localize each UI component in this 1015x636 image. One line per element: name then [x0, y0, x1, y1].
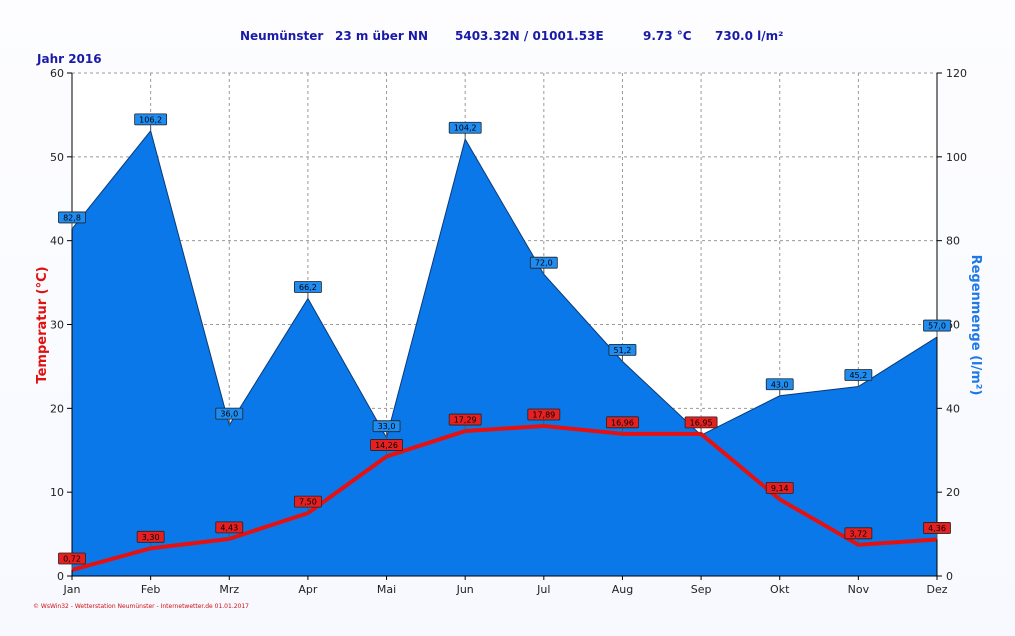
temp-value-label [215, 521, 244, 534]
temp-value-text: 4,36 [928, 524, 946, 533]
temp-value-label [58, 552, 86, 565]
y-right-tick-label: 20 [946, 486, 960, 499]
rain-value-text: 33,0 [378, 422, 396, 431]
x-tick-label: Sep [691, 583, 712, 596]
rain-value-text: 72,0 [535, 259, 553, 268]
temperature-line-path [71, 424, 938, 572]
y-left-label: Temperatur (°C) [35, 266, 50, 383]
x-tick-label: Nov [848, 583, 870, 596]
y-left-tick-label: 50 [50, 151, 64, 164]
temp-value-text: 3,72 [849, 529, 867, 538]
x-tick-label: Apr [298, 583, 318, 596]
y-left-tick-label: 30 [50, 319, 64, 332]
y-right-tick-label: 0 [946, 570, 953, 583]
x-tick-label: Jan [63, 583, 81, 596]
rain-value-label [765, 378, 794, 391]
mean-temperature: 9.73 °C [643, 29, 692, 43]
y-left-tick-label: 60 [50, 67, 64, 80]
footer-credit: © WsWin32 - Wetterstation Neumünster - I… [33, 603, 249, 610]
temperature-line [71, 424, 938, 572]
rain-value-label [134, 113, 168, 126]
temp-value-text: 14,26 [375, 441, 398, 450]
year-label: Jahr 2016 [36, 52, 102, 66]
rain-value-label [372, 420, 401, 433]
temp-value-label [294, 495, 322, 508]
y-right-tick-label: 120 [946, 67, 967, 80]
x-tick-label: Aug [612, 583, 633, 596]
rain-value-text: 106,2 [139, 115, 162, 124]
rain-value-label [58, 211, 86, 224]
temp-value-label [684, 416, 718, 429]
rain-value-label [608, 343, 637, 356]
y-left-tick-label: 40 [50, 235, 64, 248]
y-right-label: Regenmenge (l/m²) [968, 255, 983, 396]
temp-value-text: 9,14 [771, 484, 789, 493]
y-right-tick-label: 40 [946, 402, 960, 415]
rain-value-text: 43,0 [771, 380, 789, 389]
rain-value-text: 82,8 [63, 213, 81, 222]
rain-value-label [923, 319, 951, 332]
rain-value-text: 45,2 [849, 371, 867, 380]
temp-value-text: 17,89 [532, 411, 555, 420]
data-labels: 82,8 106,2 36,0 66,2 33,0 104,2 72,0 51,2 43,0 45… [58, 113, 951, 570]
temp-value-label [844, 527, 873, 540]
temp-value-text: 16,96 [611, 418, 634, 427]
x-tick-label: Jul [536, 583, 550, 596]
rain-value-text: 51,2 [614, 346, 632, 355]
temp-value-text: 16,95 [690, 418, 713, 427]
temp-value-label [136, 530, 165, 543]
station-altitude: 23 m über NN [335, 29, 428, 43]
temp-value-label [370, 439, 403, 451]
y-right-tick-label: 100 [946, 151, 967, 164]
y-left-tick-label: 20 [50, 402, 64, 415]
rain-value-text: 104,2 [454, 124, 477, 133]
rain-value-label [529, 256, 558, 269]
temp-value-text: 0,72 [63, 554, 81, 563]
rain-value-label [448, 121, 482, 134]
total-rainfall: 730.0 l/m² [715, 29, 783, 43]
x-tick-label: Mai [377, 583, 396, 596]
x-tick-label: Mrz [219, 583, 239, 596]
station-name: Neumünster [240, 29, 323, 43]
y-left-tick-label: 0 [57, 570, 64, 583]
temp-value-label [448, 413, 482, 426]
temp-value-text: 4,43 [220, 523, 238, 532]
rain-value-text: 66,2 [299, 283, 317, 292]
rain-value-label [844, 369, 873, 381]
x-tick-label: Okt [770, 583, 790, 596]
rain-value-label [294, 281, 322, 293]
rain-value-text: 36,0 [220, 410, 238, 419]
temp-value-label [765, 481, 794, 494]
temp-value-text: 7,50 [299, 498, 317, 507]
temp-value-label [606, 416, 639, 429]
station-coords: 5403.32N / 01001.53E [455, 29, 604, 43]
y-left-tick-label: 10 [50, 486, 64, 499]
x-tick-label: Feb [141, 583, 160, 596]
rain-value-text: 57,0 [928, 322, 946, 331]
temp-value-text: 3,30 [142, 533, 160, 542]
x-tick-label: Jun [456, 583, 474, 596]
x-tick-label: Dez [926, 583, 947, 596]
y-right-tick-label: 80 [946, 235, 960, 248]
temp-value-label [527, 408, 561, 421]
rain-value-label [215, 407, 244, 420]
temp-value-text: 17,29 [454, 416, 477, 425]
temp-value-label [923, 522, 951, 534]
